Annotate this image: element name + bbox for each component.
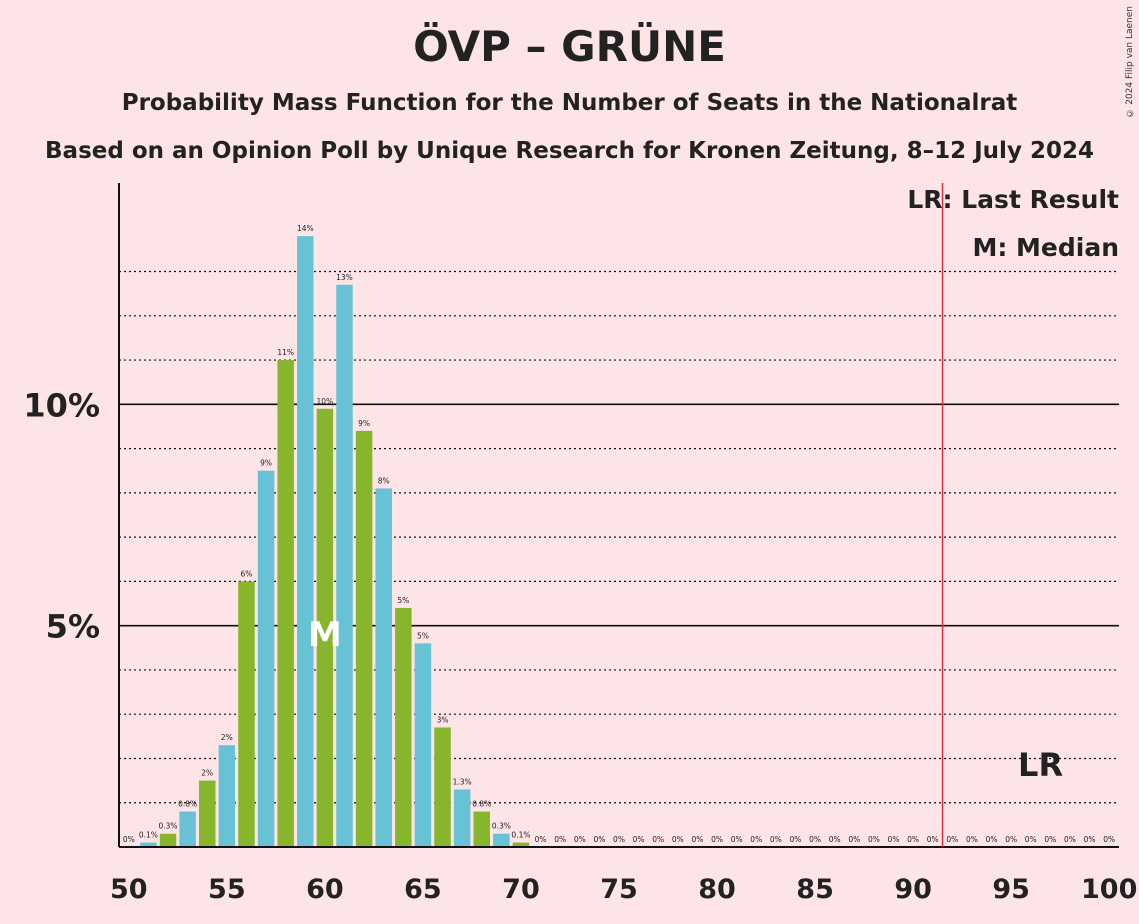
bar-label-86: 0%	[829, 835, 841, 844]
bar-51	[140, 842, 157, 847]
last-result-marker: LR	[1018, 746, 1063, 784]
bar-value-labels: 0% 0.1%0.3%0.8%2%2%6%9%11%14%10%13%9%8%5%…	[123, 224, 1115, 844]
bar-label-57: 9%	[260, 459, 272, 468]
x-tick-labels: 50 55 60 65 70 75 80 85 90 95 100	[110, 874, 1137, 905]
bar-label-96: 0%	[1025, 835, 1037, 844]
bar-label-59: 14%	[297, 224, 314, 233]
bar-label-53: 0.8%	[178, 800, 197, 809]
bar-55	[218, 745, 236, 847]
median-marker: M	[308, 615, 342, 655]
copyright-note: © 2024 Filip van Laenen	[1125, 6, 1135, 118]
bar-label-68: 0.8%	[472, 800, 491, 809]
bar-label-99: 0%	[1084, 835, 1096, 844]
y-tick-labels: 5% 10%	[23, 386, 100, 645]
bar-label-65: 5%	[417, 631, 429, 640]
x-tick-70: 70	[502, 874, 540, 905]
bar-60	[316, 408, 334, 847]
bar-70	[512, 842, 530, 847]
x-tick-95: 95	[992, 874, 1030, 905]
bar-69	[493, 833, 510, 847]
bar-61	[336, 284, 353, 847]
bar-label-78: 0%	[672, 835, 684, 844]
bar-label-81: 0%	[731, 835, 743, 844]
bar-59	[297, 236, 314, 847]
axes	[118, 183, 1119, 848]
bar-52	[159, 833, 177, 847]
bar-label-51: 0.1%	[139, 831, 158, 840]
bar-58	[277, 360, 294, 847]
bar-65	[414, 643, 432, 847]
bars	[140, 236, 530, 847]
bar-label-71: 0%	[535, 835, 547, 844]
legend-median: M: Median	[972, 233, 1119, 262]
bar-label-88: 0%	[868, 835, 880, 844]
chart-title: ÖVP – GRÜNE	[413, 22, 726, 71]
bar-label-90: 0%	[907, 835, 919, 844]
x-tick-50: 50	[110, 874, 148, 905]
bar-label-52: 0.3%	[158, 822, 177, 831]
bar-label-62: 9%	[358, 419, 370, 428]
bar-label-73: 0%	[574, 835, 586, 844]
bar-label-54: 2%	[201, 769, 213, 778]
bar-label-66: 3%	[437, 715, 449, 724]
bar-label-80: 0%	[711, 835, 723, 844]
bar-label-50: 0%	[123, 835, 135, 844]
bar-label-75: 0%	[613, 835, 625, 844]
legend-last-result: LR: Last Result	[907, 185, 1119, 214]
bar-label-84: 0%	[790, 835, 802, 844]
bar-label-55: 2%	[221, 733, 233, 742]
bar-53	[179, 811, 196, 847]
bar-label-92: 0%	[946, 835, 958, 844]
bar-label-97: 0%	[1044, 835, 1056, 844]
x-tick-60: 60	[306, 874, 344, 905]
bar-label-98: 0%	[1064, 835, 1076, 844]
markers: M LR	[308, 183, 1063, 847]
bar-68	[473, 811, 490, 847]
x-tick-90: 90	[894, 874, 932, 905]
x-tick-80: 80	[698, 874, 736, 905]
bar-57	[257, 470, 275, 847]
bar-label-87: 0%	[848, 835, 860, 844]
bar-label-82: 0%	[750, 835, 762, 844]
bar-label-93: 0%	[966, 835, 978, 844]
bar-67	[453, 789, 471, 847]
bar-label-89: 0%	[888, 835, 900, 844]
bar-label-70: 0.1%	[511, 831, 530, 840]
chart-subtitle: Probability Mass Function for the Number…	[121, 90, 1018, 116]
bar-label-74: 0%	[593, 835, 605, 844]
bar-label-60: 10%	[317, 397, 334, 406]
bar-56	[238, 581, 255, 847]
bar-label-95: 0%	[1005, 835, 1017, 844]
bar-label-91: 0%	[927, 835, 939, 844]
bar-label-77: 0%	[652, 835, 664, 844]
bar-label-94: 0%	[986, 835, 998, 844]
bar-63	[375, 488, 392, 847]
bar-54	[199, 780, 216, 847]
bar-label-85: 0%	[809, 835, 821, 844]
x-tick-100: 100	[1081, 874, 1137, 905]
x-tick-75: 75	[600, 874, 638, 905]
bar-64	[395, 607, 412, 847]
x-tick-55: 55	[208, 874, 246, 905]
bar-label-67: 1.3%	[453, 777, 472, 786]
bar-label-76: 0%	[633, 835, 645, 844]
x-tick-65: 65	[404, 874, 442, 905]
bar-label-61: 13%	[336, 273, 353, 282]
y-tick-10: 10%	[23, 386, 100, 424]
bar-label-56: 6%	[240, 569, 252, 578]
bar-62	[355, 430, 373, 847]
bar-label-58: 11%	[277, 348, 294, 357]
bar-label-100: 0%	[1103, 835, 1115, 844]
x-tick-85: 85	[796, 874, 834, 905]
bar-label-63: 8%	[378, 476, 390, 485]
bar-label-69: 0.3%	[492, 822, 511, 831]
bar-label-79: 0%	[691, 835, 703, 844]
chart-source: Based on an Opinion Poll by Unique Resea…	[45, 138, 1094, 164]
bar-66	[434, 727, 451, 847]
y-tick-5: 5%	[46, 608, 100, 646]
bar-label-83: 0%	[770, 835, 782, 844]
bar-label-64: 5%	[397, 596, 409, 605]
bar-label-72: 0%	[554, 835, 566, 844]
